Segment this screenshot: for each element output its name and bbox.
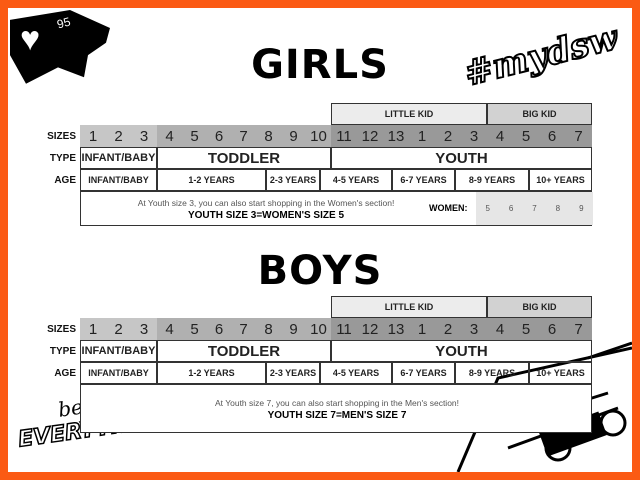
size-cell: 3 (461, 125, 487, 147)
size-chart: ♥ 95 #mydsw GIRLS BOYS best of EVERYTHIN… (8, 8, 632, 472)
age-cell: 2-3 YEARS (266, 169, 320, 191)
age-cell: 6-7 YEARS (392, 362, 455, 384)
size-cell: 12 (357, 125, 383, 147)
size-cell: 10 (306, 318, 331, 340)
size-cell: 8 (256, 125, 281, 147)
size-cell: 5 (182, 125, 207, 147)
size-cell: 2 (435, 318, 461, 340)
type-cell: TODDLER (157, 147, 331, 169)
note-box: At Youth size 7, you can also start shop… (80, 384, 592, 433)
age-label: AGE (54, 368, 76, 379)
heart-icon: ♥ (20, 20, 41, 58)
women-size-cell: 9 (569, 192, 593, 225)
type-cell: INFANT/BABY (80, 147, 157, 169)
size-cell: 4 (487, 125, 513, 147)
age-cell: 10+ YEARS (529, 362, 592, 384)
women-size-cell: 7 (522, 192, 547, 225)
age-cell: 1-2 YEARS (157, 169, 266, 191)
size-cell: 4 (157, 318, 182, 340)
women-label: WOMEN: (429, 203, 468, 213)
age-cell: 4-5 YEARS (320, 362, 392, 384)
size-cell: 9 (281, 125, 306, 147)
size-cell: 1 (409, 125, 435, 147)
size-cell: 1 (409, 318, 435, 340)
size-cell: 3 (131, 318, 157, 340)
note-text: At Youth size 7, you can also start shop… (214, 398, 460, 408)
age-cell: 10+ YEARS (529, 169, 592, 191)
girls-title: GIRLS (251, 42, 389, 88)
size-cell: 3 (461, 318, 487, 340)
little-kid-header: LITTLE KID (331, 103, 487, 125)
sizes-label: SIZES (47, 324, 76, 335)
size-cell: 4 (157, 125, 182, 147)
size-cell: 6 (539, 318, 565, 340)
size-cell: 5 (513, 125, 539, 147)
size-cell: 11 (331, 125, 357, 147)
size-cell: 6 (539, 125, 565, 147)
size-cell: 3 (131, 125, 157, 147)
type-cell: TODDLER (157, 340, 331, 362)
size-cell: 7 (231, 125, 256, 147)
women-size-cell: 8 (546, 192, 570, 225)
type-cell: YOUTH (331, 340, 592, 362)
size-cell: 9 (281, 318, 306, 340)
size-cell: 8 (256, 318, 281, 340)
size-cell: 13 (383, 125, 409, 147)
size-cell: 7 (231, 318, 256, 340)
note-text: At Youth size 3, you can also start shop… (137, 198, 395, 208)
sizes-label: SIZES (47, 131, 76, 142)
age-cell: 1-2 YEARS (157, 362, 266, 384)
big-kid-header: BIG KID (487, 296, 592, 318)
size-cell: 7 (565, 318, 592, 340)
size-cell: 2 (106, 125, 131, 147)
type-cell: YOUTH (331, 147, 592, 169)
age-cell: INFANT/BABY (80, 362, 157, 384)
size-cell: 5 (513, 318, 539, 340)
size-cell: 6 (207, 125, 231, 147)
size-cell: 4 (487, 318, 513, 340)
type-label: TYPE (49, 153, 76, 164)
size-cell: 2 (106, 318, 131, 340)
size-cell: 2 (435, 125, 461, 147)
age-label: AGE (54, 175, 76, 186)
size-cell: 5 (182, 318, 207, 340)
women-size-cell: 5 (476, 192, 500, 225)
likes-count: 95 (55, 14, 72, 32)
age-cell: 8-9 YEARS (455, 362, 529, 384)
age-cell: 4-5 YEARS (320, 169, 392, 191)
size-equivalence: YOUTH SIZE 3=WOMEN'S SIZE 5 (187, 210, 344, 221)
age-cell: 6-7 YEARS (392, 169, 455, 191)
size-cell: 11 (331, 318, 357, 340)
size-cell: 12 (357, 318, 383, 340)
type-cell: INFANT/BABY (80, 340, 157, 362)
size-cell: 13 (383, 318, 409, 340)
size-cell: 7 (565, 125, 592, 147)
size-equivalence: YOUTH SIZE 7=MEN'S SIZE 7 (267, 410, 407, 421)
age-cell: 2-3 YEARS (266, 362, 320, 384)
women-size-cell: 6 (499, 192, 523, 225)
age-cell: INFANT/BABY (80, 169, 157, 191)
little-kid-header: LITTLE KID (331, 296, 487, 318)
type-label: TYPE (49, 346, 76, 357)
size-cell: 6 (207, 318, 231, 340)
boys-title: BOYS (257, 248, 383, 294)
size-cell: 1 (80, 125, 106, 147)
age-cell: 8-9 YEARS (455, 169, 529, 191)
size-cell: 1 (80, 318, 106, 340)
size-cell: 10 (306, 125, 331, 147)
note-box: At Youth size 3, you can also start shop… (80, 191, 593, 226)
big-kid-header: BIG KID (487, 103, 592, 125)
